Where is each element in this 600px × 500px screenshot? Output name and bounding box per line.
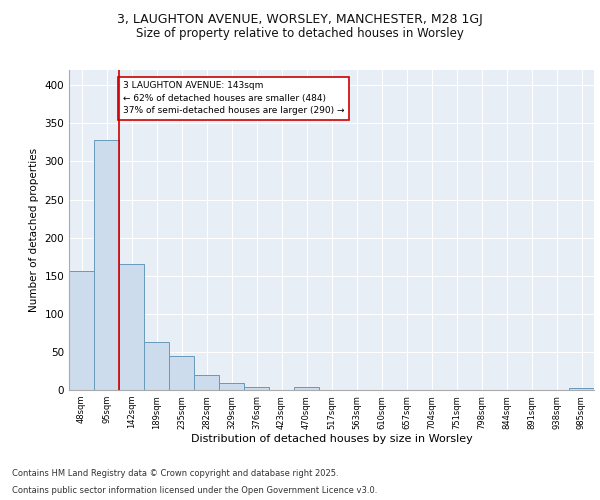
Bar — [219, 383, 244, 390]
Text: Size of property relative to detached houses in Worsley: Size of property relative to detached ho… — [136, 28, 464, 40]
Bar — [569, 388, 594, 390]
Bar — [244, 387, 269, 390]
Bar — [119, 264, 144, 390]
Bar — [69, 271, 94, 390]
Text: 3 LAUGHTON AVENUE: 143sqm
← 62% of detached houses are smaller (484)
37% of semi: 3 LAUGHTON AVENUE: 143sqm ← 62% of detac… — [123, 82, 344, 116]
Text: Contains public sector information licensed under the Open Government Licence v3: Contains public sector information licen… — [12, 486, 377, 495]
Text: 3, LAUGHTON AVENUE, WORSLEY, MANCHESTER, M28 1GJ: 3, LAUGHTON AVENUE, WORSLEY, MANCHESTER,… — [117, 12, 483, 26]
Bar — [169, 356, 194, 390]
Bar — [194, 375, 219, 390]
Bar — [144, 342, 169, 390]
Bar — [294, 387, 319, 390]
Y-axis label: Number of detached properties: Number of detached properties — [29, 148, 39, 312]
Bar — [94, 140, 119, 390]
Text: Contains HM Land Registry data © Crown copyright and database right 2025.: Contains HM Land Registry data © Crown c… — [12, 468, 338, 477]
X-axis label: Distribution of detached houses by size in Worsley: Distribution of detached houses by size … — [191, 434, 472, 444]
